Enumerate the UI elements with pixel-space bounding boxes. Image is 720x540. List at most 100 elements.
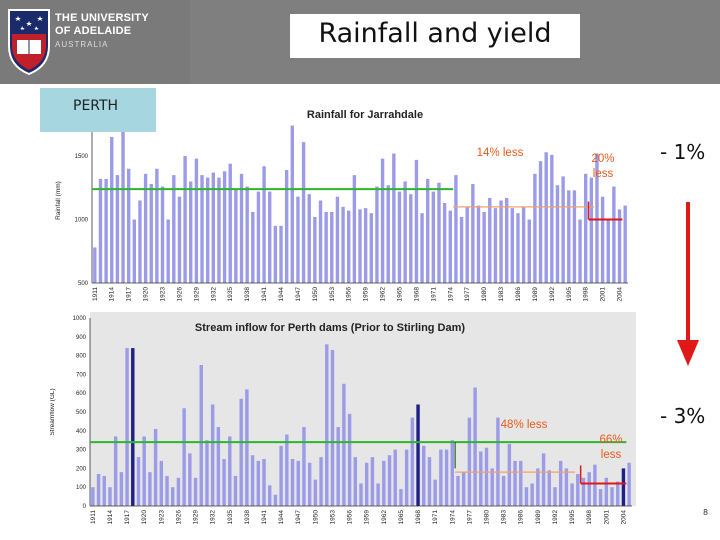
- x-tick-label: 1986: [515, 287, 522, 302]
- bar: [324, 211, 328, 283]
- bar: [159, 460, 164, 506]
- bar: [96, 474, 101, 506]
- x-tick-label: 1911: [90, 510, 97, 524]
- bar: [341, 206, 345, 283]
- x-tick-label: 1962: [381, 510, 388, 525]
- bar: [313, 217, 317, 283]
- chart-title: Stream inflow for Perth dams (Prior to S…: [195, 322, 465, 334]
- x-tick-label: 1989: [535, 510, 542, 525]
- bar: [216, 427, 221, 506]
- bar: [149, 184, 153, 283]
- y-tick-label: 0: [83, 504, 87, 510]
- x-tick-label: 1956: [346, 287, 353, 302]
- slide-title: Rainfall and yield: [290, 14, 580, 58]
- x-tick-label: 1992: [549, 287, 556, 302]
- bar: [330, 211, 334, 283]
- bar: [521, 206, 526, 283]
- bar: [442, 203, 447, 283]
- bar: [433, 479, 437, 506]
- change-bottom-label: - 3%: [660, 404, 706, 428]
- x-tick-label: 1929: [193, 287, 200, 302]
- bar: [160, 186, 165, 283]
- crest-icon: [8, 9, 50, 76]
- bar: [553, 487, 557, 506]
- x-tick-label: 1995: [569, 510, 576, 525]
- chart-title: Rainfall for Jarrahdale: [307, 109, 423, 121]
- bar: [153, 428, 158, 506]
- x-tick-label: 1932: [210, 287, 217, 302]
- bar: [279, 445, 283, 506]
- bar: [564, 468, 569, 506]
- bar: [319, 457, 323, 506]
- bar: [98, 178, 103, 283]
- x-tick-label: 1926: [175, 510, 182, 525]
- bar: [524, 487, 529, 506]
- bar: [256, 191, 261, 283]
- bar: [589, 177, 594, 283]
- bar: [416, 404, 420, 506]
- bar: [166, 219, 170, 283]
- bar: [222, 171, 227, 283]
- bar: [318, 200, 323, 283]
- bar: [188, 453, 192, 506]
- bar: [623, 205, 627, 283]
- y-tick-label: 700: [76, 372, 87, 378]
- bar: [268, 485, 272, 506]
- bar: [606, 219, 610, 283]
- bar: [536, 468, 540, 506]
- bar: [313, 479, 318, 506]
- x-tick-label: 1986: [518, 510, 525, 525]
- bar: [459, 217, 464, 283]
- x-tick-label: 1920: [141, 510, 148, 525]
- bar: [342, 383, 346, 506]
- bar: [375, 186, 379, 283]
- x-tick-label: 1917: [124, 510, 131, 525]
- bar: [496, 417, 500, 506]
- bar: [399, 489, 403, 506]
- bar: [234, 189, 238, 283]
- bar: [336, 427, 340, 506]
- bar: [91, 487, 95, 506]
- bar: [610, 487, 614, 506]
- x-tick-label: 1980: [481, 287, 488, 302]
- x-tick-label: 1992: [552, 510, 559, 525]
- bar: [587, 472, 591, 506]
- bar: [479, 451, 483, 506]
- bar: [370, 457, 375, 506]
- bar: [397, 191, 402, 283]
- bar: [621, 468, 626, 506]
- bar: [364, 462, 369, 506]
- x-tick-label: 1965: [397, 287, 404, 302]
- bar: [403, 181, 407, 283]
- bar: [136, 457, 141, 506]
- bar: [121, 126, 125, 283]
- bar: [473, 387, 477, 506]
- bar: [245, 389, 249, 506]
- bar: [251, 211, 255, 283]
- bar: [256, 460, 261, 506]
- bar: [126, 168, 131, 283]
- y-tick-label: 1500: [75, 154, 89, 160]
- bar: [616, 481, 620, 506]
- x-tick-label: 1935: [227, 510, 234, 525]
- bar: [262, 166, 266, 283]
- bar: [561, 176, 565, 283]
- bar: [347, 210, 351, 283]
- bar: [132, 219, 137, 283]
- bar: [454, 175, 458, 283]
- bar: [393, 449, 397, 506]
- bar: [296, 196, 300, 283]
- bar: [155, 168, 159, 283]
- x-tick-label: 1977: [466, 510, 473, 525]
- bar: [176, 477, 181, 506]
- bar: [544, 152, 548, 283]
- bar: [352, 175, 357, 283]
- bar: [262, 459, 266, 506]
- x-tick-label: 1941: [261, 287, 268, 302]
- x-tick-label: 1914: [109, 287, 116, 302]
- x-tick-label: 1944: [278, 287, 285, 302]
- x-tick-label: 1941: [261, 510, 268, 525]
- y-tick-label: 300: [76, 448, 87, 454]
- bar: [330, 349, 335, 506]
